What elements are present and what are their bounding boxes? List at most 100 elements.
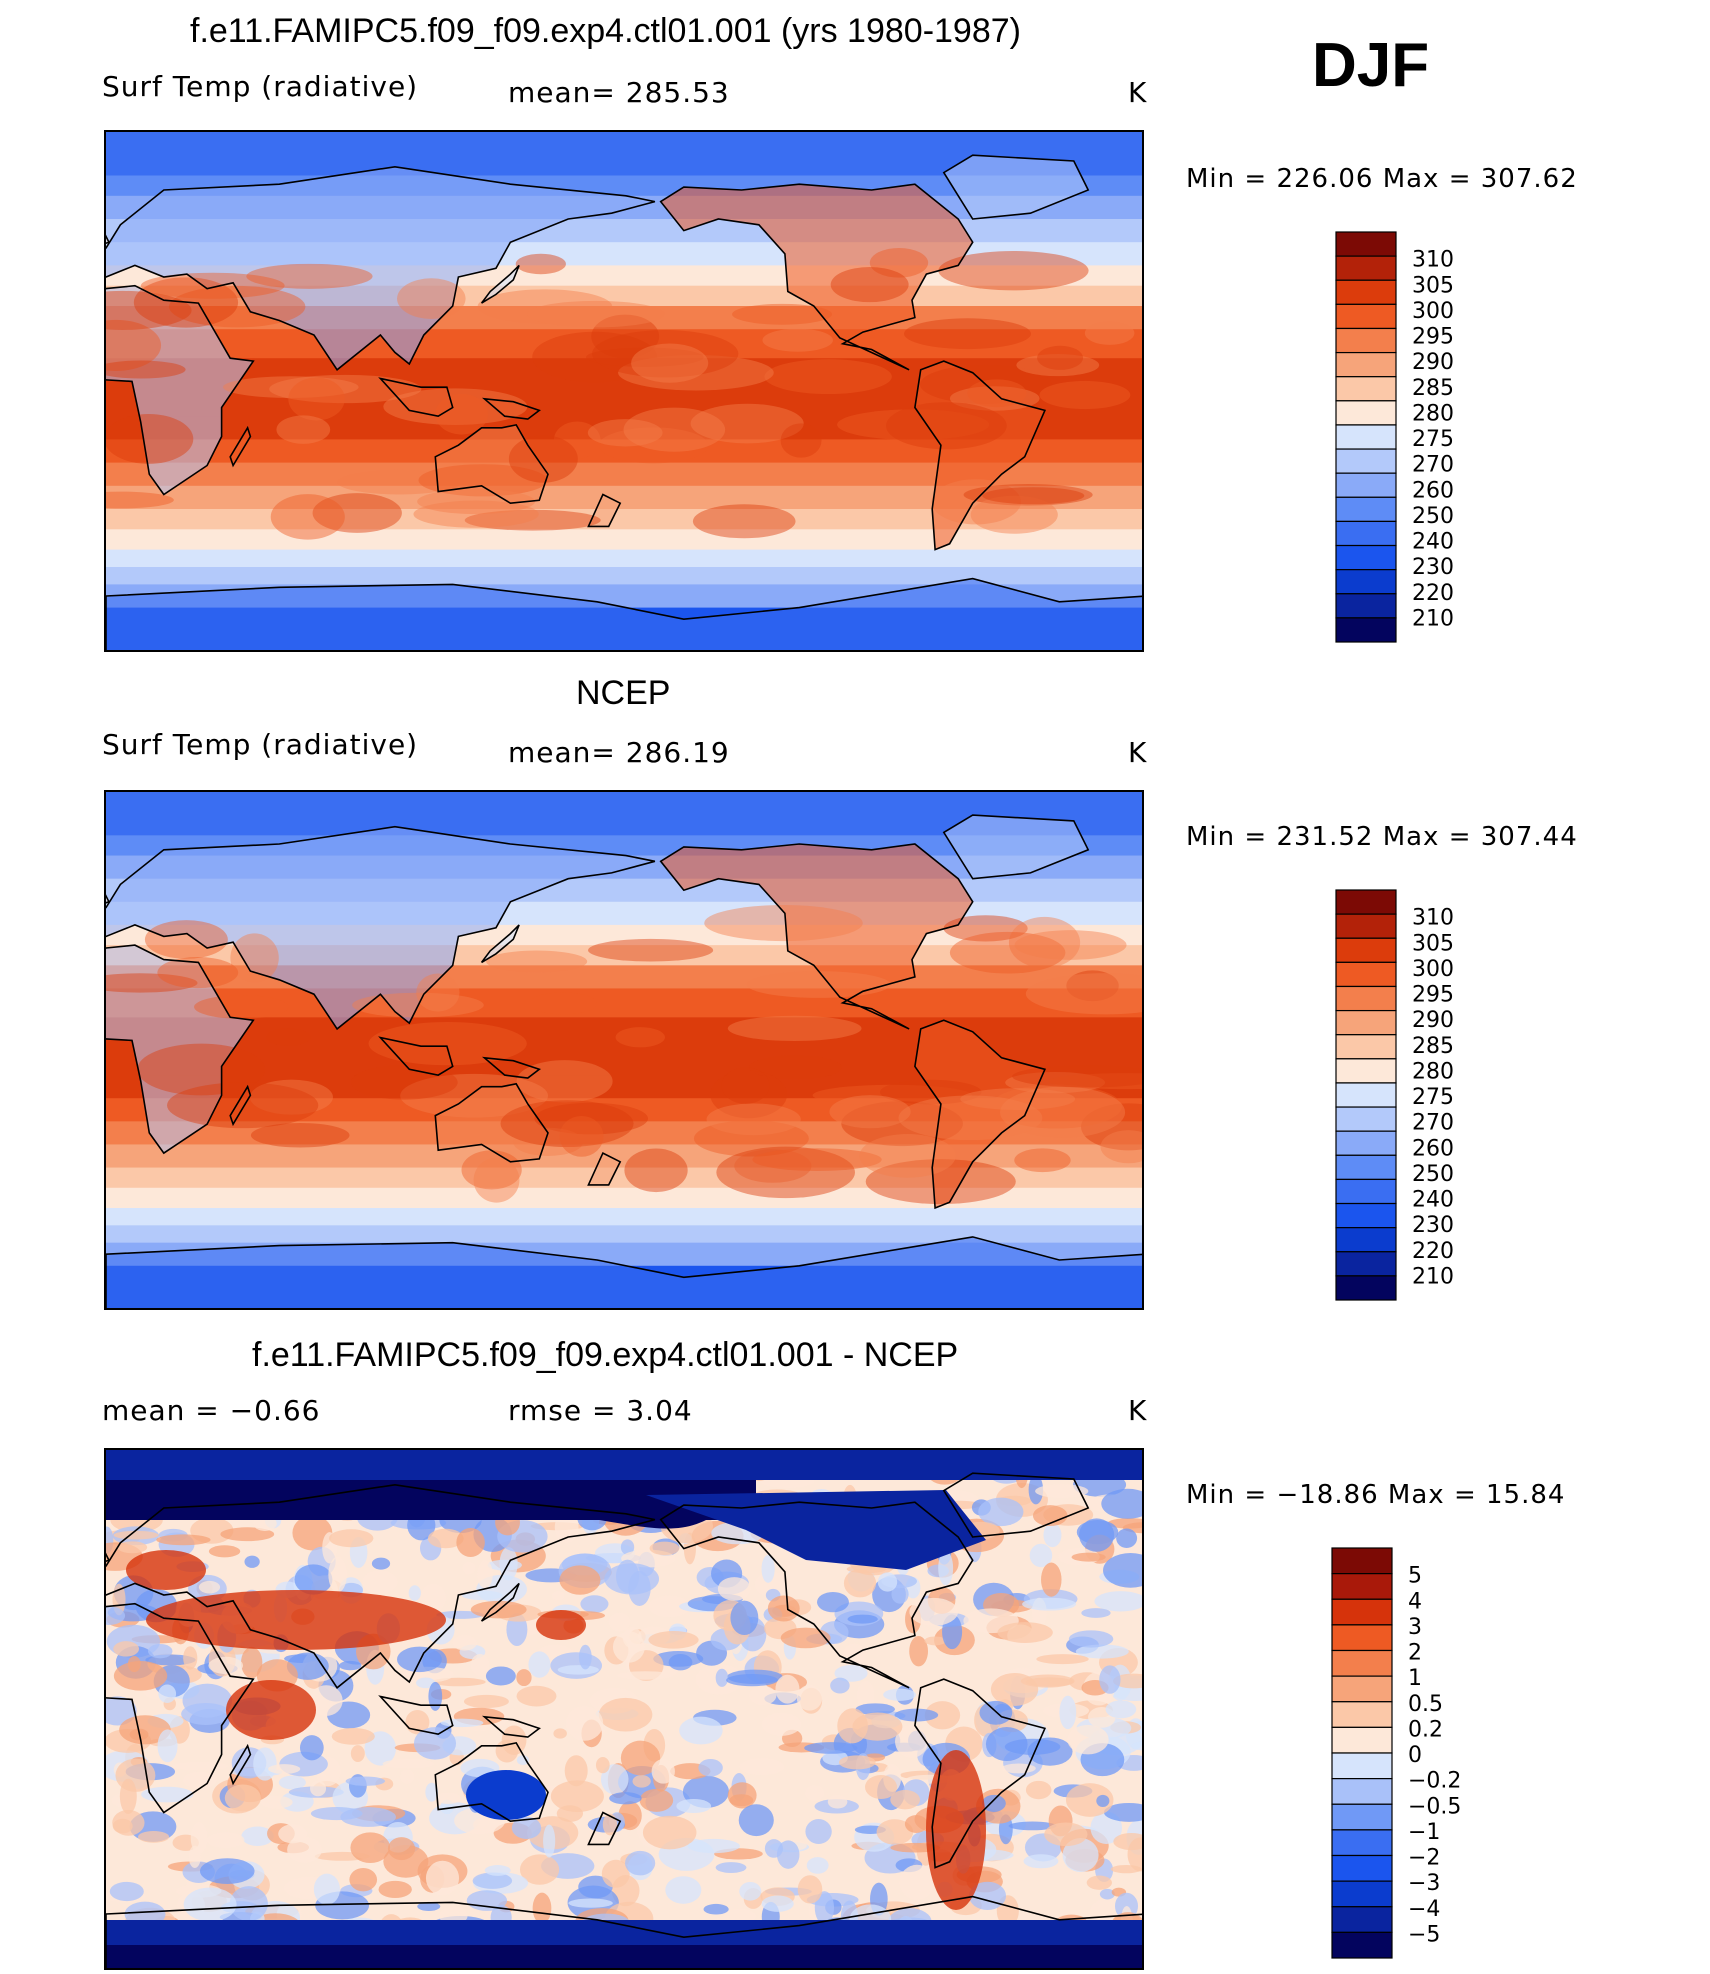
panel1-land-shade [106,578,1142,650]
panel3-cell [938,1550,954,1586]
panel3-cold-band [106,1450,1142,1480]
panel1-band [106,529,1142,551]
panel2-colorbar-swatch [1335,1178,1397,1205]
panel3-cell [761,1895,794,1912]
panel1-coastline [434,424,549,505]
panel3-colorbar-tick-label: 1 [1408,1666,1422,1691]
panel3-cell [668,1654,693,1671]
panel3-colorbar-tick-label: −4 [1408,1897,1440,1922]
panel3-cell [806,1857,829,1874]
panel1-texture [623,407,726,452]
panel1-texture [967,379,1027,408]
panel1-texture [106,491,174,509]
panel3-cell [172,1761,229,1771]
panel3-coastline [434,1742,549,1823]
panel3-cell [642,1815,697,1850]
panel2-coastline [659,843,974,1030]
panel3-cell [436,1610,484,1619]
panel3-cell [260,1795,293,1809]
panel3-cell [183,1887,237,1922]
panel2-land-shade [106,826,655,1029]
panel2-texture [249,1079,333,1115]
panel1-texture [885,402,1007,450]
panel2-colorbar-tick-label: 270 [1412,1111,1454,1136]
panel1-land-shade [435,424,548,504]
panel3-cell [516,1755,530,1766]
panel2-texture [1005,1071,1106,1094]
panel3-cell [1022,1597,1077,1611]
panel3-cell [602,1813,618,1836]
panel3-cell [648,1595,690,1618]
panel1-texture [417,489,536,515]
panel2-land-shade [660,844,973,1029]
panel3-title: f.e11.FAMIPC5.f09_f09.exp4.ctl01.001 - N… [252,1336,959,1374]
panel2-texture [368,1021,527,1066]
panel3-cell [632,1775,651,1788]
panel3-cell [715,1862,747,1874]
panel3-colorbar-swatch [1331,1726,1393,1754]
panel3-cell [1025,1780,1052,1800]
panel1-texture [982,487,1085,505]
panel3-cell [224,1784,261,1812]
panel2-coastline [914,1019,1047,1210]
panel1-texture [270,494,345,540]
panel3-colorbar-tick-label: 0.2 [1408,1717,1443,1742]
panel1-texture [222,376,359,398]
panel3-warm-region [146,1590,446,1650]
panel3-cell [877,1572,898,1592]
panel1-texture [527,300,665,328]
panel3-cell [729,1794,754,1807]
panel3-cell [117,1541,148,1554]
panel3-cell [883,1688,917,1701]
panel2-coastline [106,1236,1142,1308]
panel3-cell [484,1865,511,1876]
panel3-cell [113,1641,140,1657]
panel2-texture [990,1084,1122,1129]
panel2-colorbar-swatch [1335,1034,1397,1060]
panel3-colorbar-swatch [1331,1803,1393,1831]
panel3-cell [113,1530,159,1540]
panel3-cell [183,1646,198,1670]
panel1-texture [288,377,345,421]
panel1-colorbar-tick-label: 210 [1412,606,1454,631]
panel1-colorbar-tick-label: 250 [1412,504,1454,529]
panel2-colorbar-tick-label: 290 [1412,1008,1454,1033]
panel3-colorbar-tick-label: −3 [1408,1871,1440,1896]
panel1-coastline [378,377,454,418]
panel1-minmax: Min = 226.06 Max = 307.62 [1186,164,1578,194]
panel3-cell [113,1661,168,1691]
panel3-cell [904,1815,928,1833]
panel1-colorbar: 3103053002952902852802752702602502402302… [1335,231,1454,643]
panel3-cell [345,1776,386,1786]
panel1-texture [592,330,739,378]
panel3-cell [761,1554,775,1583]
panel3-cell [456,1527,485,1557]
panel2-colorbar-swatch [1335,1058,1397,1084]
panel3-cell [310,1780,327,1797]
panel3-colorbar-swatch [1331,1649,1393,1677]
panel2-texture [250,1122,350,1148]
panel3-cell [553,1728,567,1739]
panel3-cell [350,1832,391,1863]
panel1-texture [837,409,990,440]
panel2-texture [1081,1103,1142,1151]
panel3-colorbar-swatch [1331,1598,1393,1626]
panel1-title: f.e11.FAMIPC5.f09_f09.exp4.ctl01.001 (yr… [190,12,1021,50]
panel2-texture [473,1157,520,1203]
panel3-colorbar-tick-label: 5 [1408,1564,1422,1589]
panel2-colorbar-swatch [1335,913,1397,939]
panel3-cell [804,1742,858,1754]
panel1-coastline [106,284,255,496]
panel1-variable-label: Surf Temp (radiative) [102,70,419,103]
panel3-units: K [1128,1394,1148,1427]
panel1-texture [532,331,658,383]
panel3-cell [387,1837,416,1861]
panel3-cell [428,1681,443,1711]
panel2-colorbar-swatch [1335,985,1397,1012]
panel1-texture [949,386,1040,411]
panel3-cell [814,1891,835,1925]
panel3-coastline [229,1743,252,1786]
panel3-cell [399,1769,415,1784]
panel2-texture [693,1120,809,1157]
